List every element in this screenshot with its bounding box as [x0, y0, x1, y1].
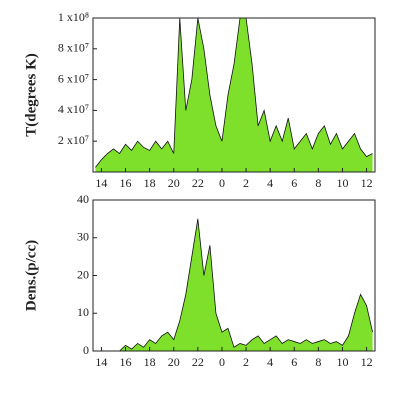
x-tick-label: 2 [243, 176, 249, 190]
y-axis-label: Dens.(p/cc) [23, 240, 39, 311]
y-tick-label: 4 x10⁷ [58, 102, 89, 116]
y-axis-label: T(degrees K) [23, 53, 39, 136]
y-tick-label: 1 x10⁸ [58, 10, 89, 24]
area-fill [95, 218, 373, 351]
x-tick-label: 22 [192, 355, 204, 369]
x-tick-label: 22 [192, 176, 204, 190]
x-tick-label: 12 [361, 176, 373, 190]
x-tick-label: 20 [168, 355, 180, 369]
y-tick-label: 20 [77, 267, 89, 281]
y-tick-label: 0 [83, 343, 89, 357]
x-tick-label: 6 [291, 355, 297, 369]
x-tick-label: 10 [336, 355, 348, 369]
x-tick-label: 16 [120, 176, 132, 190]
x-tick-label: 16 [120, 355, 132, 369]
x-tick-label: 8 [315, 355, 321, 369]
x-tick-label: 4 [267, 355, 273, 369]
plot-frame [92, 17, 376, 173]
x-tick-label: 18 [144, 176, 156, 190]
y-tick-label: 6 x10⁷ [58, 71, 89, 85]
x-tick-label: 0 [219, 176, 225, 190]
x-tick-label: 10 [336, 176, 348, 190]
x-tick-label: 8 [315, 176, 321, 190]
area-outline [95, 18, 373, 168]
x-tick-label: 14 [95, 355, 107, 369]
x-tick-label: 4 [267, 176, 273, 190]
x-tick-label: 20 [168, 176, 180, 190]
y-tick-label: 40 [77, 192, 89, 206]
x-tick-label: 6 [291, 176, 297, 190]
x-tick-label: 2 [243, 355, 249, 369]
x-tick-label: 12 [361, 355, 373, 369]
y-tick-label: 8 x10⁷ [58, 41, 89, 55]
y-tick-label: 2 x10⁷ [58, 133, 89, 147]
x-tick-label: 14 [95, 176, 107, 190]
y-tick-label: 30 [77, 230, 89, 244]
x-tick-label: 18 [144, 355, 156, 369]
y-tick-label: 10 [77, 305, 89, 319]
area-outline [95, 218, 373, 351]
area-fill [95, 18, 373, 172]
plot-frame [92, 199, 376, 352]
x-tick-label: 0 [219, 355, 225, 369]
